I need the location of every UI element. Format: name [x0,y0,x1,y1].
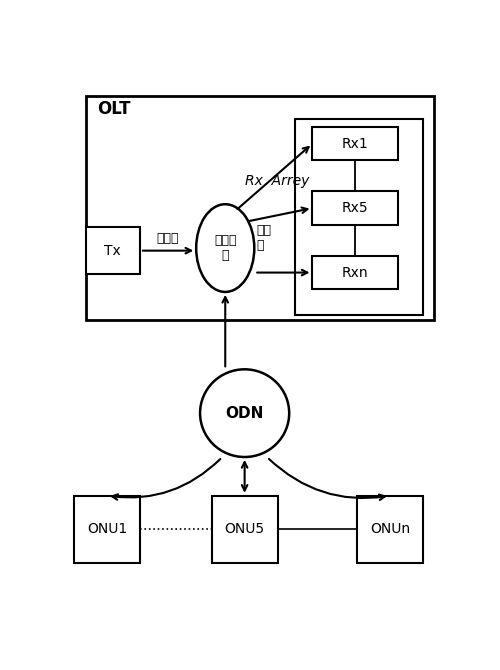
Text: ONU1: ONU1 [87,522,127,536]
Text: OLT: OLT [98,100,131,118]
Bar [312,256,398,289]
Text: Rxn: Rxn [342,265,368,279]
Text: 上行
光: 上行 光 [256,224,271,252]
Ellipse shape [196,204,254,292]
Bar [212,496,278,563]
Text: Tx: Tx [104,244,121,258]
Bar [312,127,398,160]
Bar [86,227,140,274]
Ellipse shape [200,369,289,457]
Bar [357,496,423,563]
Text: Rx5: Rx5 [342,201,368,215]
Bar [86,96,435,320]
Text: ONU5: ONU5 [224,522,264,536]
Text: ODN: ODN [226,405,264,421]
Bar [295,119,423,315]
Text: 下行光: 下行光 [157,232,180,245]
Bar [74,496,140,563]
Text: Rx1: Rx1 [342,137,368,151]
Bar [312,192,398,225]
Text: 光分配
器: 光分配 器 [214,234,236,262]
Text: ONUn: ONUn [370,522,410,536]
Text: Rx  Arrey: Rx Arrey [244,174,309,188]
